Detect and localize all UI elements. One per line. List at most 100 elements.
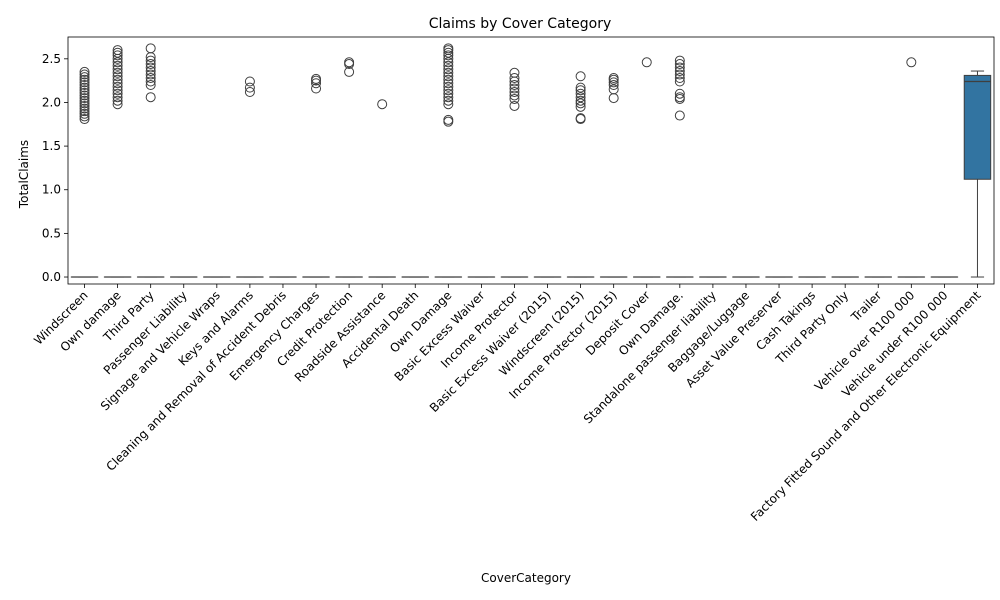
outlier-point [443, 78, 454, 89]
box-group [599, 73, 628, 278]
outlier-point [145, 43, 156, 54]
outlier-point [79, 77, 90, 88]
outlier-point [674, 59, 685, 70]
y-tick-label: 0.0 [42, 270, 61, 284]
box-group [500, 67, 529, 278]
outlier-point [112, 85, 123, 96]
outlier-point [674, 69, 685, 80]
boxes-layer [70, 43, 992, 278]
outlier-point [674, 76, 685, 87]
outlier-point [79, 98, 90, 109]
x-axis-label: CoverCategory [481, 571, 571, 585]
outlier-point [443, 64, 454, 75]
outlier-point [443, 81, 454, 92]
outlier-point [575, 82, 586, 93]
box-group [103, 45, 132, 278]
outlier-point [509, 80, 520, 91]
outlier-point [443, 67, 454, 78]
outlier-point [906, 57, 917, 68]
plot-area-frame [67, 36, 995, 285]
outlier-point [443, 85, 454, 96]
outlier-point [575, 101, 586, 112]
outlier-point [674, 62, 685, 73]
outlier-point [79, 108, 90, 119]
box-group [302, 73, 330, 278]
y-tick-label: 2.5 [42, 52, 61, 66]
outlier-point [443, 60, 454, 71]
outlier-point [575, 98, 586, 109]
outlier-point [443, 88, 454, 99]
outlier-point [79, 93, 90, 104]
box-group [368, 99, 396, 278]
outlier-point [674, 66, 685, 77]
outlier-point [112, 50, 123, 61]
y-axis-label: TotalClaims [17, 140, 31, 209]
outlier-point [79, 87, 90, 98]
outlier-point [674, 55, 685, 66]
outlier-point [674, 110, 685, 121]
outlier-point [509, 86, 520, 97]
outlier-point [145, 66, 156, 77]
outlier-point [112, 74, 123, 85]
outlier-point [575, 85, 586, 96]
outlier-point [311, 83, 322, 94]
outlier-point [509, 67, 520, 78]
box-group [335, 57, 363, 278]
outlier-point [145, 92, 156, 103]
y-axis: 0.0 0.5 1.0 1.5 2.0 2.5 [42, 52, 68, 284]
outlier-point [344, 66, 355, 77]
outlier-point [112, 81, 123, 92]
outlier-point [608, 73, 619, 84]
box-group [434, 43, 463, 278]
outlier-point [575, 71, 586, 82]
outlier-point [79, 69, 90, 80]
outlier-point [443, 57, 454, 68]
outlier-point [575, 113, 586, 124]
outlier-point [112, 92, 123, 103]
outlier-point [443, 50, 454, 61]
outlier-point [443, 47, 454, 58]
outlier-point [79, 90, 90, 101]
outlier-point [112, 99, 123, 110]
outlier-point [443, 71, 454, 82]
box-group [236, 76, 264, 278]
outlier-point [112, 60, 123, 71]
outlier-point [112, 67, 123, 78]
outlier-point [674, 88, 685, 99]
outlier-point [145, 55, 156, 66]
outlier-point [674, 92, 685, 103]
outlier-point [244, 86, 255, 97]
outlier-point [509, 90, 520, 101]
outlier-point [79, 72, 90, 83]
outlier-point [509, 93, 520, 104]
y-tick-label: 1.0 [42, 183, 61, 197]
box-group [633, 57, 661, 278]
outlier-point [79, 103, 90, 114]
outlier-point [443, 114, 454, 125]
outlier-point [145, 76, 156, 87]
box-group [136, 43, 165, 278]
box-group [566, 71, 595, 278]
outlier-point [443, 95, 454, 106]
outlier-point [79, 100, 90, 111]
outlier-point [509, 100, 520, 111]
outlier-point [112, 47, 123, 58]
outlier-point [112, 45, 123, 56]
outlier-point [608, 93, 619, 104]
y-tick-label: 2.0 [42, 95, 61, 109]
outlier-point [79, 66, 90, 77]
outlier-point [641, 57, 652, 68]
box-group [897, 57, 926, 278]
outlier-point [79, 111, 90, 122]
outlier-point [79, 106, 90, 117]
outlier-point [79, 95, 90, 106]
outlier-point [244, 76, 255, 87]
outlier-point [575, 92, 586, 103]
outlier-point [443, 92, 454, 103]
outlier-point [79, 114, 90, 125]
outlier-point [344, 57, 355, 68]
outlier-point [443, 99, 454, 110]
outlier-point [145, 69, 156, 80]
outlier-point [674, 73, 685, 84]
